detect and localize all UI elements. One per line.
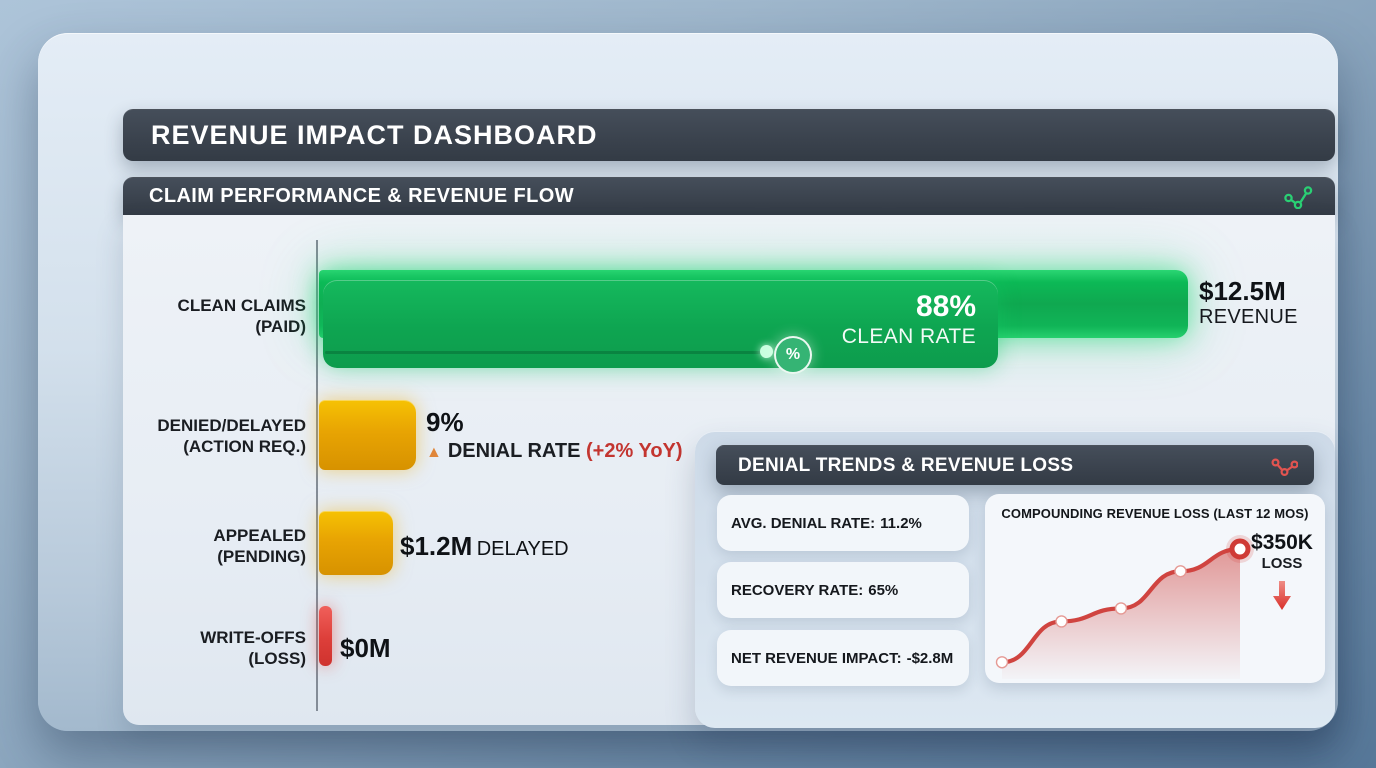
label-line: CLEAN CLAIMS (177, 296, 306, 315)
delayed-label: DELAYED (476, 538, 569, 560)
denial-trends-panel: DENIAL TRENDS & REVENUE LOSS AVG. DENIAL… (695, 431, 1335, 728)
claim-panel-title: CLAIM PERFORMANCE & REVENUE FLOW (149, 185, 575, 207)
dashboard-card: REVENUE IMPACT DASHBOARD CLAIM PERFORMAN… (38, 33, 1338, 731)
denial-panel-title: DENIAL TRENDS & REVENUE LOSS (738, 454, 1074, 476)
writeoffs-annotation: $0M (340, 634, 391, 662)
percent-symbol: % (785, 346, 801, 363)
stat-value: -$2.8M (906, 649, 954, 667)
chart-baseline-axis (316, 240, 318, 711)
down-arrow-icon (1239, 581, 1325, 616)
label-line: WRITE-OFFS (200, 628, 306, 647)
trend-dots-red-icon (1270, 455, 1298, 477)
denial-rate-annotation: 9% ▲ DENIAL RATE (+2% YoY) (426, 408, 683, 463)
page-title: REVENUE IMPACT DASHBOARD (151, 120, 598, 150)
delayed-value: $1.2M (400, 531, 473, 561)
percent-marker-icon: % (774, 336, 812, 374)
revenue-loss-chart-card: COMPOUNDING REVENUE LOSS (LAST 12 MOS) $… (985, 494, 1325, 683)
clean-claims-revenue-annotation: $12.5M REVENUE (1199, 277, 1298, 329)
bar-write-offs (319, 606, 332, 666)
label-line: (PENDING) (217, 547, 306, 566)
denial-panel-header: DENIAL TRENDS & REVENUE LOSS (716, 445, 1314, 485)
revenue-value: $12.5M (1199, 276, 1286, 306)
clean-rate-value: 88% (915, 290, 976, 323)
row-label-clean-claims: CLEAN CLAIMS (PAID) (123, 295, 306, 337)
label-line: DENIED/DELAYED (157, 416, 306, 435)
loss-chart-title: COMPOUNDING REVENUE LOSS (LAST 12 MOS) (1001, 506, 1309, 521)
denial-rate-yoy: (+2% YoY) (586, 440, 683, 462)
stat-label: NET REVENUE IMPACT: (731, 649, 902, 667)
stat-card-net-revenue-impact: NET REVENUE IMPACT: -$2.8M (717, 630, 969, 686)
writeoffs-value: $0M (340, 633, 391, 663)
warning-triangle-icon: ▲ (426, 444, 442, 461)
row-label-writeoffs: WRITE-OFFS (LOSS) (123, 627, 306, 669)
loss-end-annotation: $350K LOSS (1239, 531, 1325, 616)
label-line: (LOSS) (248, 649, 306, 668)
label-line: APPEALED (213, 526, 306, 545)
bar-denied-delayed (319, 400, 416, 470)
revenue-loss-line-chart (995, 535, 1254, 679)
dashboard-title-bar: REVENUE IMPACT DASHBOARD (123, 109, 1335, 161)
stat-label: RECOVERY RATE: (731, 581, 864, 599)
row-label-denied: DENIED/DELAYED (ACTION REQ.) (123, 415, 306, 457)
trend-dots-green-icon (1283, 185, 1313, 209)
stat-card-recovery-rate: RECOVERY RATE: 65% (717, 562, 969, 618)
loss-end-value: $350K (1251, 531, 1313, 554)
stat-value: 11.2% (880, 514, 922, 532)
bar-appealed (319, 511, 393, 575)
label-line: (ACTION REQ.) (183, 437, 306, 456)
revenue-label: REVENUE (1199, 306, 1298, 328)
denial-rate-value: 9% (426, 407, 464, 437)
stat-value: 65% (868, 581, 899, 599)
progress-dot (760, 345, 773, 358)
stat-label: AVG. DENIAL RATE: (731, 514, 876, 532)
denial-rate-label: DENIAL RATE (447, 440, 581, 462)
loss-end-label: LOSS (1261, 555, 1303, 572)
claim-panel-header: CLAIM PERFORMANCE & REVENUE FLOW (123, 177, 1335, 215)
progress-line (325, 351, 765, 354)
appealed-annotation: $1.2M DELAYED (400, 532, 569, 563)
row-label-appealed: APPEALED (PENDING) (123, 525, 306, 567)
clean-rate-label: CLEAN RATE (841, 325, 976, 348)
stat-card-avg-denial-rate: AVG. DENIAL RATE: 11.2% (717, 495, 969, 551)
clean-rate-badge: 88% CLEAN RATE (323, 280, 998, 368)
label-line: (PAID) (255, 317, 306, 336)
